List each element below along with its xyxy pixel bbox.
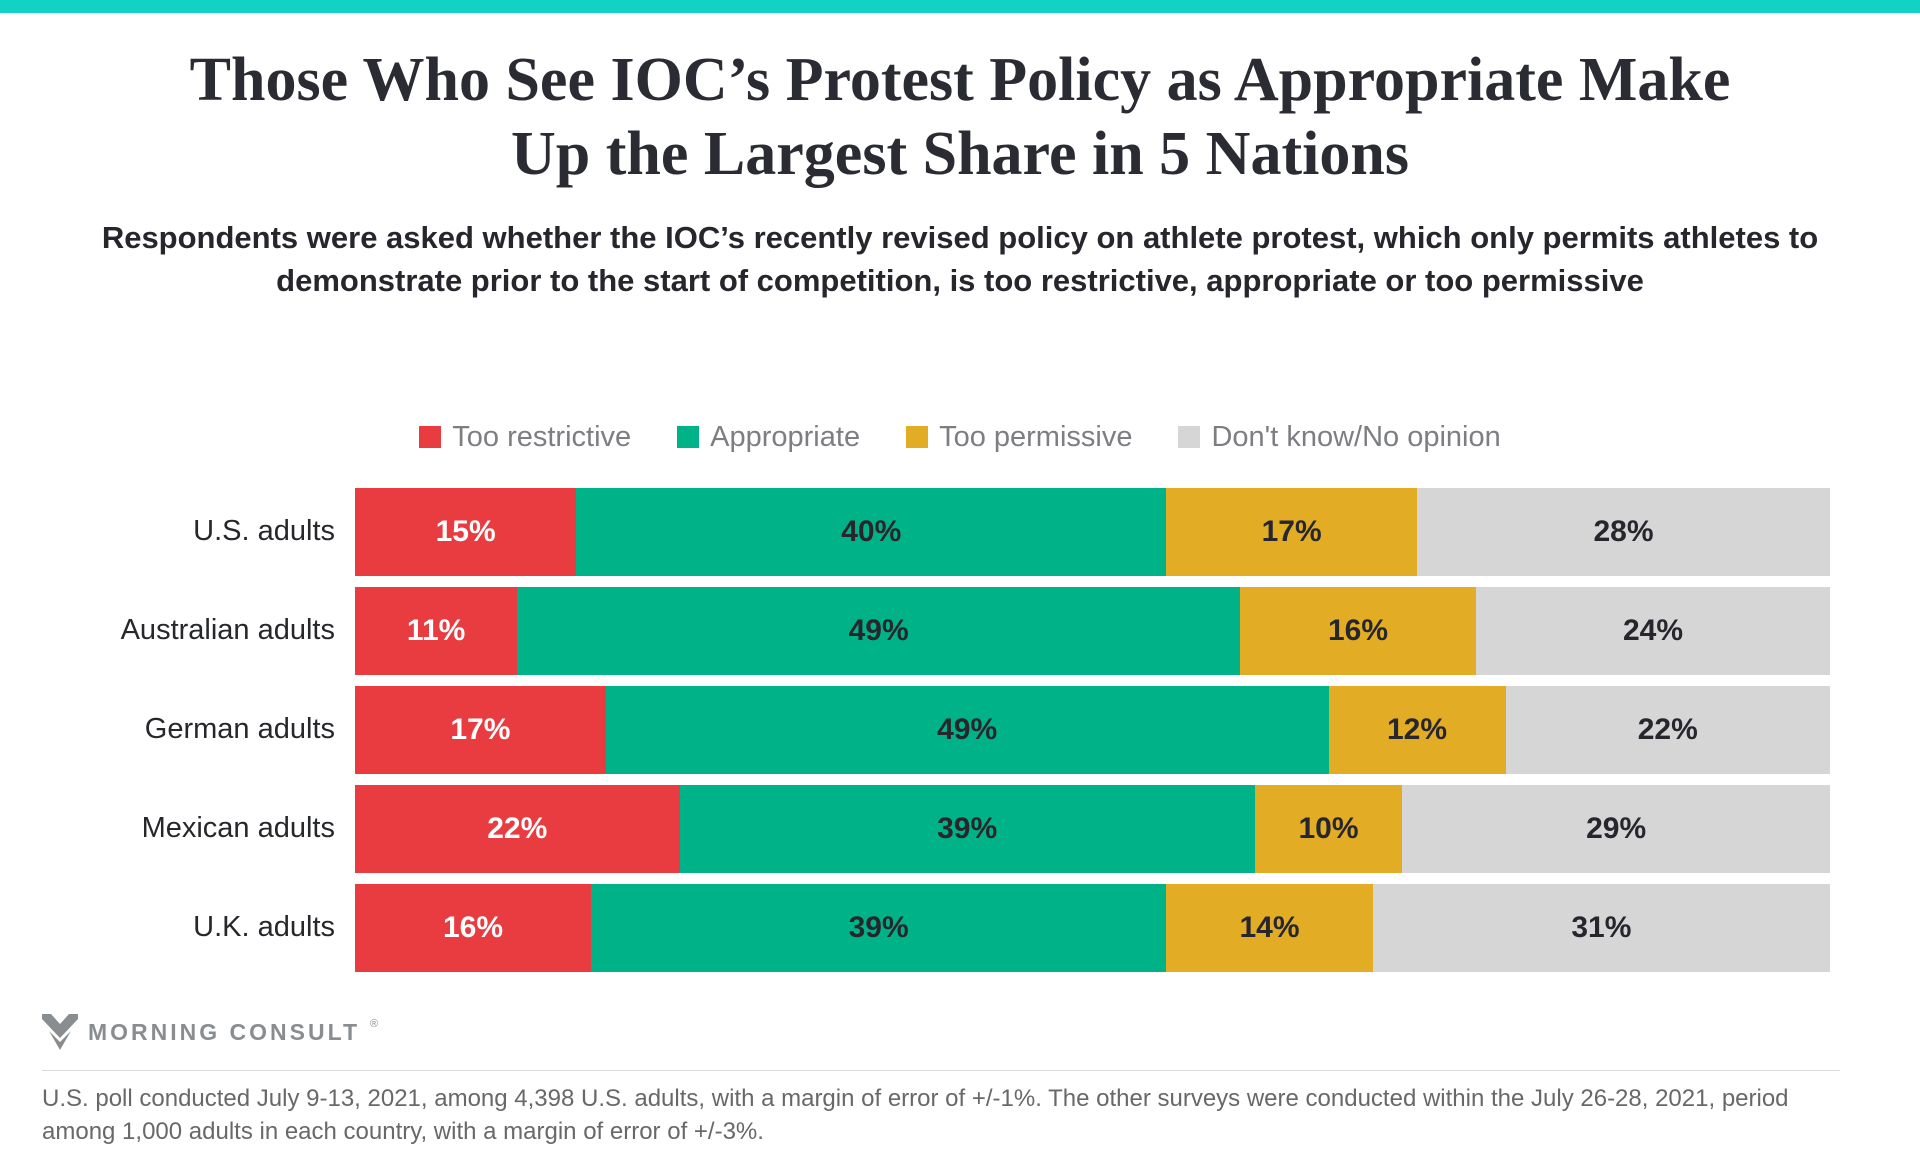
legend-swatch-icon <box>906 426 929 449</box>
bar-segment: 40% <box>576 487 1167 576</box>
chart-title: Those Who See IOC’s Protest Policy as Ap… <box>189 46 1731 189</box>
bar-segment: 28% <box>1417 487 1830 576</box>
methodology-note: U.S. poll conducted July 9-13, 2021, amo… <box>42 1085 1789 1146</box>
bar-segment: 10% <box>1254 784 1403 873</box>
segment-value-label: 16% <box>442 910 504 944</box>
legend-item: Don't know/No opinion <box>1178 420 1501 454</box>
segment-value-label: 17% <box>450 712 511 746</box>
segment-value-label: 14% <box>1239 910 1300 944</box>
bar-segment: 17% <box>355 685 606 774</box>
brand-logo: MORNING CONSULT ® <box>42 1014 1840 1050</box>
row-label: U.S. adults <box>193 515 335 548</box>
row-label: Mexican adults <box>141 812 335 845</box>
row-label: Australian adults <box>120 614 335 647</box>
stacked-bar-chart: U.S. adults 15% 40% 17% 28% Australian adults… <box>0 487 1830 972</box>
chart-legend: Too restrictive Appropriate Too permissive… <box>0 421 1920 454</box>
bar-segment: 15% <box>355 487 577 576</box>
segment-value-label: 39% <box>937 811 998 845</box>
segment-value-label: 24% <box>1622 613 1684 647</box>
segment-value-label: 22% <box>1637 712 1698 746</box>
bar-segment: 16% <box>1240 586 1476 675</box>
bar-segment: 17% <box>1166 487 1417 576</box>
bar-segment: 12% <box>1328 685 1506 774</box>
segment-value-label: 31% <box>1571 910 1632 944</box>
bar-segment: 11% <box>355 586 518 675</box>
bar-segment: 16% <box>355 883 591 972</box>
morning-consult-m-icon <box>42 1014 78 1050</box>
chart-row: Mexican adults 22% 39% 10% 29% <box>0 784 1830 873</box>
legend-item: Too permissive <box>906 421 1132 454</box>
legend-swatch-icon <box>419 426 442 449</box>
segment-value-label: 29% <box>1586 811 1647 845</box>
bar-segment: 31% <box>1372 883 1830 972</box>
legend-item: Appropriate <box>677 421 860 454</box>
segment-value-label: 49% <box>848 613 909 647</box>
brand-name: MORNING CONSULT <box>88 1018 361 1045</box>
stacked-bar: 11% 49% 16% 24% <box>355 586 1830 675</box>
chart-subtitle: Respondents were asked whether the IOC’s… <box>101 219 1819 299</box>
bar-segment: 22% <box>355 784 680 873</box>
footer: MORNING CONSULT ® U.S. poll conducted Ju… <box>42 1014 1840 1172</box>
segment-value-label: 16% <box>1327 613 1389 647</box>
stacked-bar: 17% 49% 12% 22% <box>355 685 1830 774</box>
segment-value-label: 22% <box>487 811 548 845</box>
segment-value-label: 28% <box>1593 514 1654 548</box>
legend-label: Appropriate <box>710 420 861 453</box>
segment-value-label: 10% <box>1298 811 1359 845</box>
bar-segment: 22% <box>1505 685 1830 774</box>
segment-value-label: 12% <box>1386 712 1448 746</box>
segment-value-label: 15% <box>435 514 496 548</box>
bar-segment: 24% <box>1476 586 1830 675</box>
stacked-bar: 22% 39% 10% 29% <box>355 784 1830 873</box>
legend-label: Too restrictive <box>452 420 632 453</box>
registered-mark: ® <box>370 1018 379 1030</box>
segment-value-label: 40% <box>841 514 902 548</box>
accent-strip <box>0 0 1920 13</box>
bar-segment: 39% <box>591 883 1167 972</box>
chart-row: German adults 17% 49% 12% 22% <box>0 685 1830 774</box>
row-label: German adults <box>144 713 335 746</box>
row-label: U.K. adults <box>193 911 335 944</box>
segment-value-label: 11% <box>406 613 466 647</box>
stacked-bar: 15% 40% 17% 28% <box>355 487 1830 576</box>
segment-value-label: 49% <box>937 712 998 746</box>
footer-divider <box>42 1070 1840 1071</box>
legend-item: Too restrictive <box>419 421 631 454</box>
chart-row: U.S. adults 15% 40% 17% 28% <box>0 487 1830 576</box>
bar-segment: 49% <box>517 586 1240 675</box>
legend-label: Don't know/No opinion <box>1211 420 1501 453</box>
bar-segment: 29% <box>1402 784 1830 873</box>
chart-row: Australian adults 11% 49% 16% 24% <box>0 586 1830 675</box>
legend-swatch-icon <box>1178 426 1201 449</box>
segment-value-label: 39% <box>848 910 909 944</box>
segment-value-label: 17% <box>1261 514 1322 548</box>
bar-segment: 39% <box>679 784 1255 873</box>
bar-segment: 49% <box>605 685 1329 774</box>
legend-swatch-icon <box>677 426 700 449</box>
stacked-bar: 16% 39% 14% 31% <box>355 883 1830 972</box>
chart-row: U.K. adults 16% 39% 14% 31% <box>0 883 1830 972</box>
legend-label: Too permissive <box>939 420 1133 453</box>
bar-segment: 14% <box>1166 883 1373 972</box>
